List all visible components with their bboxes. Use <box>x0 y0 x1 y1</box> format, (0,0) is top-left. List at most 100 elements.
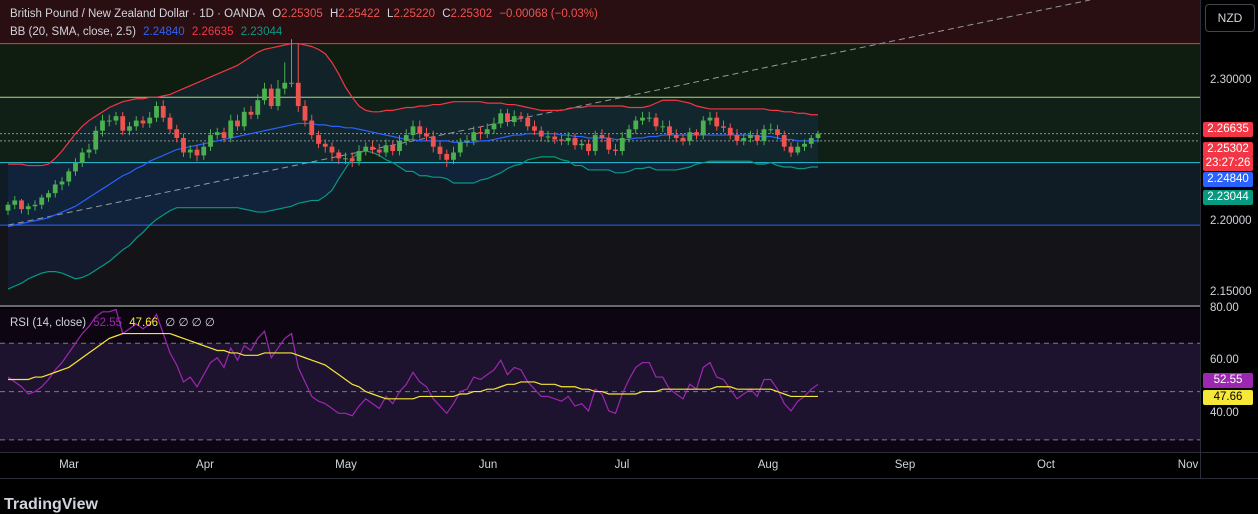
candle-body <box>363 146 369 152</box>
candle <box>808 135 814 149</box>
candle <box>559 135 564 146</box>
candle-body <box>302 106 308 121</box>
candle-body <box>748 135 753 138</box>
candle-body <box>52 184 58 194</box>
candle-body <box>741 137 747 141</box>
candle <box>775 124 780 140</box>
candle <box>39 194 45 210</box>
candle <box>586 139 591 156</box>
trendline <box>7 0 1091 226</box>
zone-top <box>0 0 1200 44</box>
candle-body <box>660 126 666 128</box>
bb-upper-badge: 2.26635 <box>1203 122 1253 137</box>
candle <box>768 123 774 134</box>
price-pane[interactable] <box>0 0 1200 305</box>
rsi-pane[interactable] <box>0 308 1200 452</box>
candle-body <box>579 143 585 146</box>
candle-body <box>505 113 510 122</box>
candle-body <box>322 143 328 147</box>
candle <box>5 201 11 215</box>
candle <box>667 120 672 140</box>
time-label: Oct <box>1037 459 1055 471</box>
candle-body <box>241 111 247 127</box>
candle-body <box>700 120 706 136</box>
time-label: Aug <box>757 459 779 471</box>
candle <box>133 116 139 131</box>
candle <box>100 114 105 137</box>
candle-body <box>19 200 24 210</box>
candle-body <box>498 113 504 124</box>
candle-body <box>289 82 294 84</box>
rsi-value: 52.55 <box>93 317 123 329</box>
candle <box>140 116 146 128</box>
candle-body <box>106 120 112 122</box>
candle <box>410 120 416 140</box>
candle <box>316 130 321 149</box>
candle <box>370 140 375 154</box>
candle-body <box>572 137 578 146</box>
candle-body <box>113 116 119 121</box>
close-value: 2.25302 <box>450 8 493 20</box>
candle <box>302 100 308 127</box>
candle-body <box>592 135 598 152</box>
time-label: Sep <box>894 459 916 471</box>
candle <box>613 143 618 156</box>
candle <box>714 111 720 131</box>
candle-body <box>451 152 456 160</box>
candle-body <box>133 120 139 127</box>
candle-body <box>673 135 679 138</box>
candle <box>633 116 639 134</box>
rsi-extras: ∅ ∅ ∅ ∅ <box>165 317 215 329</box>
candle <box>700 116 706 140</box>
candle <box>322 139 328 153</box>
candle-body <box>694 132 699 136</box>
candle <box>208 129 213 152</box>
candle-body <box>147 117 153 124</box>
candle <box>687 127 693 146</box>
candle-body <box>707 117 713 121</box>
rsi-legend[interactable]: RSI (14, close) 52.55 47.66 ∅ ∅ ∅ ∅ <box>10 315 219 329</box>
candle <box>741 133 747 146</box>
candle <box>795 142 801 156</box>
symbol-title: British Pound / New Zealand Dollar · 1D … <box>10 8 266 20</box>
candle-body <box>646 117 652 119</box>
candle-body <box>464 140 470 143</box>
candle-body <box>565 137 571 141</box>
tradingview-logo[interactable]: TradingView <box>4 496 98 514</box>
candle <box>194 145 200 162</box>
candle <box>221 127 227 143</box>
candle-body <box>437 146 443 154</box>
candle <box>268 84 274 109</box>
candle <box>579 139 585 150</box>
candle <box>25 203 31 215</box>
rsi-label: RSI (14, close) <box>10 317 87 329</box>
price-tick-label: 2.30000 <box>1210 74 1252 86</box>
candle <box>565 132 571 146</box>
candle-body <box>282 82 288 89</box>
bb-upper-line <box>8 42 818 167</box>
candle-body <box>714 117 720 127</box>
open-label: O <box>272 8 282 20</box>
low-value: 2.25220 <box>393 8 436 20</box>
candle-body <box>221 132 227 138</box>
currency-button[interactable]: NZD <box>1205 4 1255 32</box>
candle-body <box>93 130 99 150</box>
candle-body <box>802 143 807 147</box>
candle <box>721 120 726 133</box>
candle-body <box>808 137 814 144</box>
bb-lower-badge: 2.23044 <box>1203 190 1253 205</box>
candle-body <box>32 204 38 207</box>
bb-basis-value: 2.24840 <box>143 26 185 38</box>
candle-body <box>511 116 517 122</box>
candle-body <box>619 137 625 152</box>
bb-legend[interactable]: BB (20, SMA, close, 2.5) 2.24840 2.26635… <box>10 26 286 38</box>
candle <box>694 129 699 140</box>
candle-body <box>518 116 524 118</box>
candle <box>403 129 409 146</box>
candle <box>532 120 537 136</box>
candle <box>106 114 112 127</box>
candle-body <box>559 139 564 141</box>
candle-body <box>424 133 429 137</box>
candle-body <box>667 126 672 136</box>
